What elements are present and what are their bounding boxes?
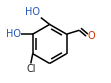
Text: HO: HO <box>25 7 40 17</box>
Text: Cl: Cl <box>26 64 36 74</box>
Text: HO: HO <box>6 29 21 39</box>
Text: O: O <box>87 31 95 41</box>
